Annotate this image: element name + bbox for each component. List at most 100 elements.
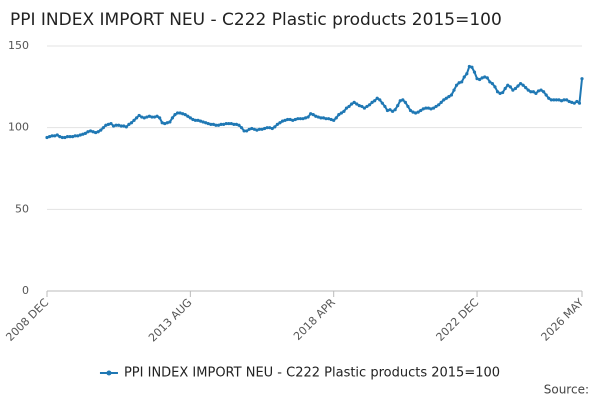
data-point (406, 104, 410, 109)
data-point (478, 77, 482, 82)
data-point (91, 130, 95, 134)
data-point (396, 104, 400, 108)
data-point (431, 106, 436, 110)
data-point (360, 104, 364, 109)
data-point (357, 104, 361, 108)
data-point (106, 122, 111, 126)
data-point (442, 98, 446, 102)
data-point (411, 110, 415, 114)
data-point (534, 91, 538, 95)
data-point (306, 115, 310, 119)
data-point (170, 116, 175, 120)
data-point (344, 106, 349, 110)
data-point (242, 129, 246, 133)
y-tick-label: 100 (8, 121, 29, 134)
data-point (94, 130, 98, 135)
data-point (114, 123, 118, 127)
data-point (201, 120, 205, 124)
data-point (472, 70, 477, 74)
data-point (367, 103, 372, 107)
data-point (196, 118, 200, 122)
data-point (286, 117, 290, 122)
data-point (324, 117, 328, 121)
y-tick-label: 50 (15, 202, 29, 215)
data-point (96, 130, 100, 134)
data-point (178, 111, 182, 115)
data-point (181, 112, 185, 116)
data-point (549, 98, 553, 102)
data-point (206, 121, 210, 126)
data-point (60, 135, 64, 140)
data-point (393, 108, 397, 112)
data-point (209, 122, 213, 126)
data-point (227, 121, 231, 126)
data-point (291, 118, 295, 122)
x-tick-label: 2026 MAY (539, 296, 587, 344)
data-point (493, 85, 497, 89)
data-point (262, 126, 267, 131)
data-point (475, 77, 479, 81)
data-point (119, 124, 123, 128)
data-point (429, 107, 433, 111)
data-point (342, 109, 346, 113)
data-point (47, 135, 52, 139)
data-point (214, 123, 218, 127)
data-point (498, 91, 502, 95)
data-point (245, 129, 249, 133)
data-point (408, 108, 413, 113)
data-point (565, 98, 569, 102)
data-point (414, 111, 418, 115)
data-point (416, 110, 420, 114)
data-point (188, 116, 192, 120)
data-point (485, 76, 489, 80)
data-point (557, 98, 561, 102)
data-point (513, 86, 518, 91)
data-point (78, 133, 82, 137)
data-point (132, 118, 136, 122)
data-point (298, 117, 303, 121)
data-point (508, 85, 512, 89)
data-point (495, 90, 500, 94)
data-point (437, 103, 441, 107)
chart-title: PPI INDEX IMPORT NEU - C222 Plastic prod… (10, 10, 502, 30)
data-point (460, 80, 464, 84)
data-point (65, 135, 70, 139)
data-point (250, 126, 254, 131)
data-point (488, 80, 492, 84)
data-point (275, 122, 279, 126)
data-point (183, 113, 187, 117)
data-point (316, 115, 320, 119)
data-point (434, 104, 438, 109)
data-point (296, 117, 300, 121)
data-point (163, 121, 167, 126)
data-point (257, 127, 262, 131)
data-point (401, 98, 405, 102)
data-point (137, 113, 141, 118)
data-point (204, 121, 208, 125)
data-point (334, 116, 338, 120)
data-point (101, 126, 105, 130)
x-tick-label: 2022 DEC (433, 296, 481, 344)
data-point (234, 122, 239, 126)
data-point (483, 75, 487, 79)
data-point (362, 106, 367, 110)
data-point (454, 83, 459, 87)
data-point (273, 125, 277, 129)
data-point (270, 126, 274, 131)
data-point (127, 122, 131, 126)
data-point (301, 117, 305, 121)
data-point (288, 117, 292, 122)
data-point (506, 83, 510, 87)
data-point (81, 132, 85, 136)
x-tick-label: 2018 APR (291, 296, 338, 343)
data-point (457, 81, 461, 85)
data-point (216, 123, 221, 127)
data-point (575, 99, 579, 104)
data-point (198, 119, 203, 123)
data-point (145, 115, 149, 119)
data-point (403, 100, 407, 104)
data-point (147, 114, 151, 118)
source-label: Source: (544, 383, 589, 397)
data-point (124, 125, 128, 129)
